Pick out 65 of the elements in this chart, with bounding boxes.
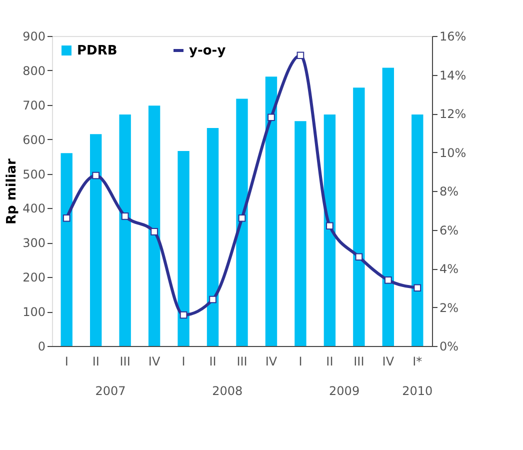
point [384, 276, 392, 284]
y2-tick-label: 2% [440, 300, 459, 315]
y-tick-label: 0 [38, 340, 46, 354]
y-tick-label: 700 [22, 98, 46, 112]
bar [265, 76, 278, 346]
x-tick-label: IV [265, 354, 278, 368]
bar [90, 134, 102, 346]
point [268, 114, 275, 122]
bar [382, 68, 394, 346]
legend-label: PDRB [77, 44, 118, 58]
bar [294, 121, 306, 346]
text: 2009 [329, 384, 360, 398]
point [150, 228, 158, 236]
y-tick-label: 200 [22, 270, 46, 285]
y2-tick-label: 0% [440, 340, 459, 354]
bar [60, 153, 72, 346]
point [92, 172, 100, 180]
bar [353, 88, 365, 346]
point [62, 214, 70, 222]
y2-tick-label: 6% [440, 223, 459, 238]
y-tick-label: 800 [22, 64, 46, 78]
x-tick-label: II [209, 354, 216, 368]
x-tick-label: I [298, 354, 302, 368]
bar [119, 114, 131, 346]
x-tick-label: II [326, 354, 334, 368]
point [355, 253, 363, 261]
x-tick-label: IV [382, 354, 395, 368]
y2-tick-label: 16% [440, 30, 466, 44]
y2-tick-label: 14% [440, 68, 466, 82]
y-tick-label: 300 [22, 236, 46, 250]
y-tick-label: 100 [22, 305, 46, 320]
bar [412, 114, 424, 346]
x-tick-label: IV [148, 354, 161, 368]
y2-tick-label: 4% [440, 262, 459, 276]
bar [148, 106, 160, 346]
x-tick-label: III [236, 354, 248, 368]
x-tick-label: I [182, 354, 186, 368]
point [296, 52, 304, 60]
y-tick-label: 500 [22, 167, 46, 182]
point [209, 296, 216, 304]
bar [178, 151, 190, 346]
x-tick-label: II [92, 354, 100, 368]
y-tick-label: 400 [22, 202, 46, 216]
bar [206, 128, 219, 346]
y2-tick-label: 10% [440, 146, 466, 160]
bar [324, 114, 336, 346]
x-tick-label: I* [412, 354, 422, 368]
text: 2007 [95, 384, 126, 398]
y2-tick-label: 8% [440, 184, 459, 198]
x-tick-label: III [120, 354, 130, 368]
text: 2008 [212, 384, 243, 398]
bar [236, 98, 248, 346]
point [326, 222, 334, 230]
text: 2010 [402, 384, 433, 398]
x-tick-label: III [354, 354, 364, 368]
point [180, 311, 188, 319]
y-tick-label: 600 [22, 132, 46, 147]
y2-tick-label: 12% [440, 107, 466, 121]
point [121, 212, 129, 220]
x-tick-label: I [64, 354, 68, 368]
y-tick-label: 900 [22, 30, 46, 44]
legend-label: y-o-y [189, 44, 226, 58]
point [414, 284, 422, 292]
y-axis-title: Rp miliar [4, 158, 20, 224]
point [238, 214, 246, 222]
